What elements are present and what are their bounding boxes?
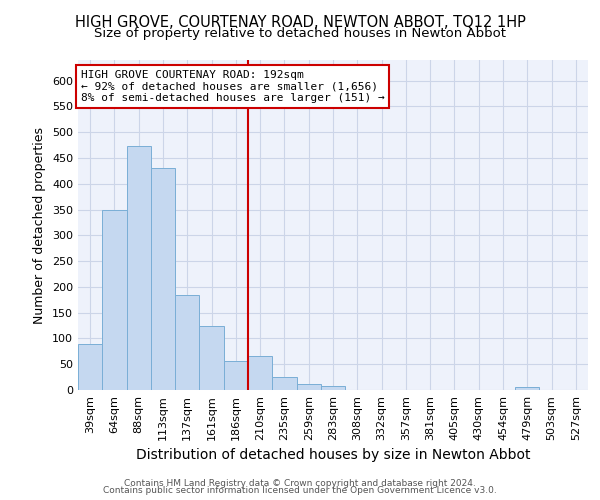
Text: Size of property relative to detached houses in Newton Abbot: Size of property relative to detached ho… xyxy=(94,28,506,40)
Bar xyxy=(78,344,102,390)
Bar xyxy=(102,210,127,390)
Bar xyxy=(127,146,151,390)
Bar xyxy=(199,326,224,390)
Bar xyxy=(224,360,248,390)
Text: HIGH GROVE COURTENAY ROAD: 192sqm
← 92% of detached houses are smaller (1,656)
8: HIGH GROVE COURTENAY ROAD: 192sqm ← 92% … xyxy=(80,70,385,103)
Text: HIGH GROVE, COURTENAY ROAD, NEWTON ABBOT, TQ12 1HP: HIGH GROVE, COURTENAY ROAD, NEWTON ABBOT… xyxy=(74,15,526,30)
Text: Contains HM Land Registry data © Crown copyright and database right 2024.: Contains HM Land Registry data © Crown c… xyxy=(124,478,476,488)
Bar xyxy=(175,294,199,390)
Bar xyxy=(321,386,345,390)
X-axis label: Distribution of detached houses by size in Newton Abbot: Distribution of detached houses by size … xyxy=(136,448,530,462)
Text: Contains public sector information licensed under the Open Government Licence v3: Contains public sector information licen… xyxy=(103,486,497,495)
Y-axis label: Number of detached properties: Number of detached properties xyxy=(34,126,46,324)
Bar xyxy=(272,377,296,390)
Bar xyxy=(296,384,321,390)
Bar xyxy=(515,388,539,390)
Bar xyxy=(151,168,175,390)
Bar xyxy=(248,356,272,390)
